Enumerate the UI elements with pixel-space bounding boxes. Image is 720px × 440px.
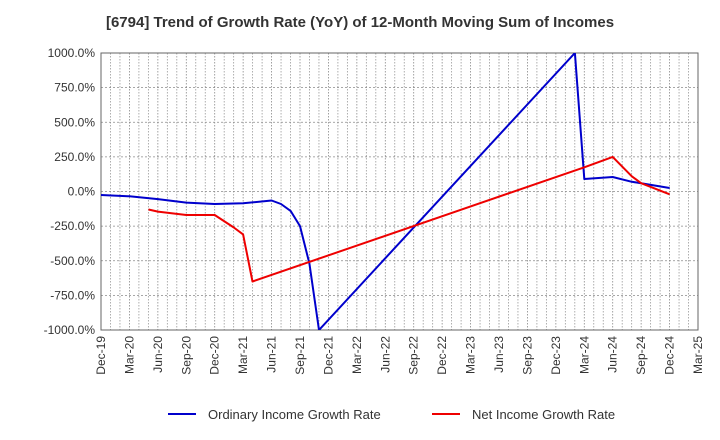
x-tick-label: Dec-20 <box>208 336 222 375</box>
x-tick-label: Jun-23 <box>492 336 506 373</box>
legend-label-1: Ordinary Income Growth Rate <box>208 407 381 422</box>
x-tick-label: Sep-22 <box>407 336 421 375</box>
x-tick-label: Mar-25 <box>691 336 705 374</box>
x-tick-label: Mar-24 <box>577 336 591 374</box>
y-tick-label: 1000.0% <box>48 46 96 60</box>
y-tick-label: 0.0% <box>68 185 96 199</box>
x-tick-label: Sep-21 <box>293 336 307 375</box>
legend-label-2: Net Income Growth Rate <box>472 407 615 422</box>
x-tick-label: Jun-21 <box>265 336 279 373</box>
x-tick-label: Mar-23 <box>464 336 478 374</box>
x-tick-label: Dec-21 <box>321 336 335 375</box>
y-tick-label: 250.0% <box>54 150 95 164</box>
y-tick-label: -500.0% <box>50 254 95 268</box>
chart-title: [6794] Trend of Growth Rate (YoY) of 12-… <box>105 14 615 31</box>
x-tick-label: Jun-24 <box>606 336 620 373</box>
x-tick-label: Jun-22 <box>378 336 392 373</box>
axis-layer: -1000.0% -750.0% -500.0% -250.0% 0.0% 250.0% 5… <box>44 46 705 375</box>
y-tick-label: 500.0% <box>54 115 95 129</box>
x-tick-label: Mar-20 <box>122 336 136 374</box>
series-line-2 <box>148 155 670 283</box>
y-tick-label: 750.0% <box>54 81 95 95</box>
y-tick-label: -250.0% <box>50 219 95 233</box>
x-tick-label: Dec-23 <box>549 336 563 375</box>
y-tick-label: -750.0% <box>50 288 95 302</box>
x-tick-label: Jun-20 <box>151 336 165 373</box>
x-tick-label: Sep-23 <box>520 336 534 375</box>
series-line-1 <box>101 53 670 330</box>
x-tick-label: Mar-22 <box>350 336 364 374</box>
x-tick-label: Sep-20 <box>179 336 193 375</box>
legend-layer: Ordinary Income Growth Rate Net Income Gr… <box>168 407 615 422</box>
x-tick-label: Sep-24 <box>634 336 648 375</box>
y-tick-label: -1000.0% <box>44 323 96 337</box>
x-tick-label: Dec-22 <box>435 336 449 375</box>
x-tick-label: Dec-24 <box>663 336 677 375</box>
plot-border <box>100 52 699 331</box>
grid-layer <box>100 52 699 331</box>
x-tick-label: Dec-19 <box>94 336 108 375</box>
series-layer <box>101 53 670 330</box>
x-tick-label: Mar-21 <box>236 336 250 374</box>
